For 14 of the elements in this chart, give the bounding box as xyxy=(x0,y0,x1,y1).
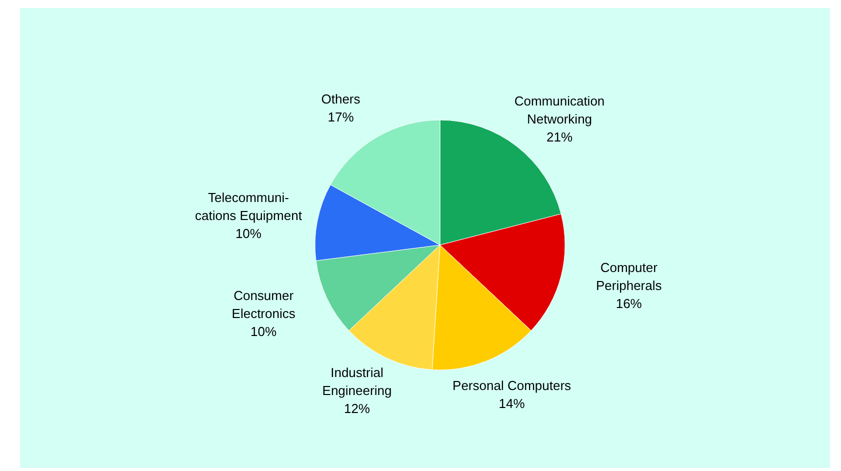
data-label: 10% xyxy=(235,226,262,242)
slice-label: Others xyxy=(321,91,361,106)
slice-label: Consumer Electronics xyxy=(232,288,296,322)
data-label: 14% xyxy=(498,396,526,411)
data-label: 16% xyxy=(616,296,642,311)
slice-label: Industrial Engineering xyxy=(322,364,392,398)
data-label: 21% xyxy=(546,130,573,145)
data-label: 10% xyxy=(250,324,278,340)
slice-label: Telecommuni- cations Equipment xyxy=(194,190,302,224)
slice-label: Computer Peripherals xyxy=(596,260,662,293)
slice-label: Personal Computers xyxy=(452,378,572,393)
data-label: 17% xyxy=(328,109,354,124)
slice-label: Communication Networking xyxy=(514,94,605,127)
data-label: 12% xyxy=(344,400,370,416)
